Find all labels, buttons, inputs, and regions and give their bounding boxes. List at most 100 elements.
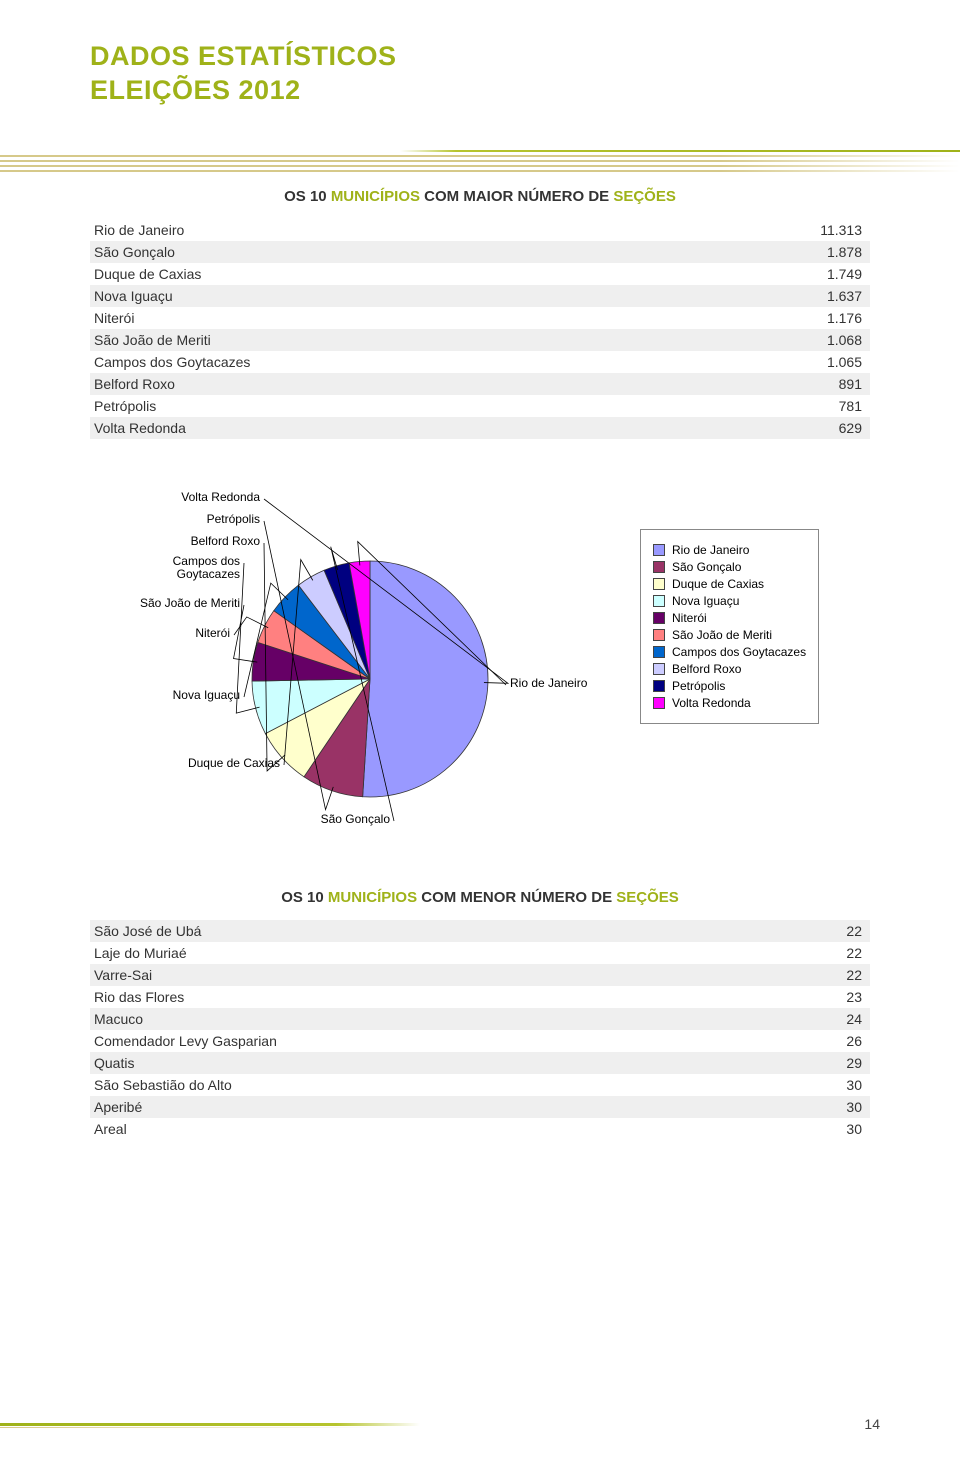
row-label: Laje do Muriaé xyxy=(90,942,790,964)
pie-callout: São Gonçalo xyxy=(321,813,390,826)
pie-callout: Belford Roxo xyxy=(191,535,260,548)
title-bot-highlight2: SEÇÕES xyxy=(616,889,679,906)
legend-item: Duque de Caxias xyxy=(653,577,806,591)
header-accent-line xyxy=(400,150,960,152)
row-value: 22 xyxy=(790,920,870,942)
row-label: Aperibé xyxy=(90,1096,790,1118)
legend-label: Campos dos Goytacazes xyxy=(672,645,806,659)
pie-callout: Volta Redonda xyxy=(181,491,260,504)
legend-item: Volta Redonda xyxy=(653,696,806,710)
legend-swatch xyxy=(653,697,665,709)
table-row: Petrópolis781 xyxy=(90,395,870,417)
chart-legend: Rio de JaneiroSão GonçaloDuque de Caxias… xyxy=(640,529,819,724)
row-label: São João de Meriti xyxy=(90,329,790,351)
table-top: Rio de Janeiro11.313São Gonçalo1.878Duqu… xyxy=(90,219,870,439)
row-value: 11.313 xyxy=(790,219,870,241)
table-row: Belford Roxo891 xyxy=(90,373,870,395)
legend-swatch xyxy=(653,612,665,624)
title-top-suffix: COM MAIOR NÚMERO DE xyxy=(420,188,613,205)
section-title-bottom: OS 10 MUNICÍPIOS COM MENOR NÚMERO DE SEÇ… xyxy=(90,889,870,906)
title-top-highlight2: SEÇÕES xyxy=(613,188,676,205)
legend-swatch xyxy=(653,680,665,692)
row-label: Comendador Levy Gasparian xyxy=(90,1030,790,1052)
section-title-top: OS 10 MUNICÍPIOS COM MAIOR NÚMERO DE SEÇ… xyxy=(90,188,870,205)
row-label: Campos dos Goytacazes xyxy=(90,351,790,373)
pie-svg xyxy=(250,559,490,799)
row-value: 30 xyxy=(790,1074,870,1096)
pie-callout: Duque de Caxias xyxy=(188,757,280,770)
row-value: 29 xyxy=(790,1052,870,1074)
table-row: Quatis29 xyxy=(90,1052,870,1074)
legend-item: Niterói xyxy=(653,611,806,625)
row-label: São José de Ubá xyxy=(90,920,790,942)
table-row: Rio das Flores23 xyxy=(90,986,870,1008)
row-label: Volta Redonda xyxy=(90,417,790,439)
table-row: Areal30 xyxy=(90,1118,870,1140)
row-value: 1.176 xyxy=(790,307,870,329)
table-row: São Sebastião do Alto30 xyxy=(90,1074,870,1096)
row-value: 1.878 xyxy=(790,241,870,263)
legend-swatch xyxy=(653,595,665,607)
legend-label: Petrópolis xyxy=(672,679,725,693)
legend-item: Belford Roxo xyxy=(653,662,806,676)
row-label: Belford Roxo xyxy=(90,373,790,395)
legend-label: Belford Roxo xyxy=(672,662,741,676)
table-bottom: São José de Ubá22Laje do Muriaé22Varre-S… xyxy=(90,920,870,1140)
page-main-title: DADOS ESTATÍSTICOS ELEIÇÕES 2012 xyxy=(90,40,870,108)
pie-chart: Volta Redonda Petrópolis Belford Roxo Campo… xyxy=(90,489,870,829)
table-row: Macuco24 xyxy=(90,1008,870,1030)
table-row: Nova Iguaçu1.637 xyxy=(90,285,870,307)
row-label: São Gonçalo xyxy=(90,241,790,263)
legend-label: Rio de Janeiro xyxy=(672,543,749,557)
table-row: São José de Ubá22 xyxy=(90,920,870,942)
row-value: 1.065 xyxy=(790,351,870,373)
row-value: 22 xyxy=(790,964,870,986)
table-row: Laje do Muriaé22 xyxy=(90,942,870,964)
pie-callout: Niterói xyxy=(195,627,230,640)
title-bot-prefix: OS 10 xyxy=(281,889,328,906)
legend-swatch xyxy=(653,646,665,658)
row-value: 30 xyxy=(790,1096,870,1118)
row-value: 781 xyxy=(790,395,870,417)
row-label: Quatis xyxy=(90,1052,790,1074)
row-label: Rio de Janeiro xyxy=(90,219,790,241)
title-line2: ELEIÇÕES 2012 xyxy=(90,75,301,105)
legend-item: Nova Iguaçu xyxy=(653,594,806,608)
row-label: Varre-Sai xyxy=(90,964,790,986)
legend-label: Nova Iguaçu xyxy=(672,594,739,608)
pie-slice xyxy=(363,561,488,797)
legend-item: São João de Meriti xyxy=(653,628,806,642)
legend-swatch xyxy=(653,663,665,675)
footer-accent-line xyxy=(0,1423,420,1426)
legend-item: Rio de Janeiro xyxy=(653,543,806,557)
legend-label: Niterói xyxy=(672,611,707,625)
row-value: 23 xyxy=(790,986,870,1008)
pie-callout: Nova Iguaçu xyxy=(173,689,240,702)
legend-item: Petrópolis xyxy=(653,679,806,693)
legend-swatch xyxy=(653,578,665,590)
table-row: Niterói1.176 xyxy=(90,307,870,329)
row-label: Areal xyxy=(90,1118,790,1140)
pie-area xyxy=(250,559,490,799)
row-value: 22 xyxy=(790,942,870,964)
row-value: 1.637 xyxy=(790,285,870,307)
row-value: 891 xyxy=(790,373,870,395)
table-row: Varre-Sai22 xyxy=(90,964,870,986)
row-value: 1.068 xyxy=(790,329,870,351)
row-value: 24 xyxy=(790,1008,870,1030)
title-top-highlight: MUNICÍPIOS xyxy=(331,188,420,205)
title-line1: DADOS ESTATÍSTICOS xyxy=(90,41,397,71)
legend-swatch xyxy=(653,629,665,641)
legend-label: Volta Redonda xyxy=(672,696,751,710)
table-row: Comendador Levy Gasparian26 xyxy=(90,1030,870,1052)
title-bot-highlight: MUNICÍPIOS xyxy=(328,889,417,906)
row-label: Petrópolis xyxy=(90,395,790,417)
row-label: Duque de Caxias xyxy=(90,263,790,285)
pie-callout: São João de Meriti xyxy=(140,597,240,610)
row-value: 629 xyxy=(790,417,870,439)
row-label: Macuco xyxy=(90,1008,790,1030)
legend-item: Campos dos Goytacazes xyxy=(653,645,806,659)
table-row: São Gonçalo1.878 xyxy=(90,241,870,263)
table-row: Rio de Janeiro11.313 xyxy=(90,219,870,241)
row-label: Niterói xyxy=(90,307,790,329)
